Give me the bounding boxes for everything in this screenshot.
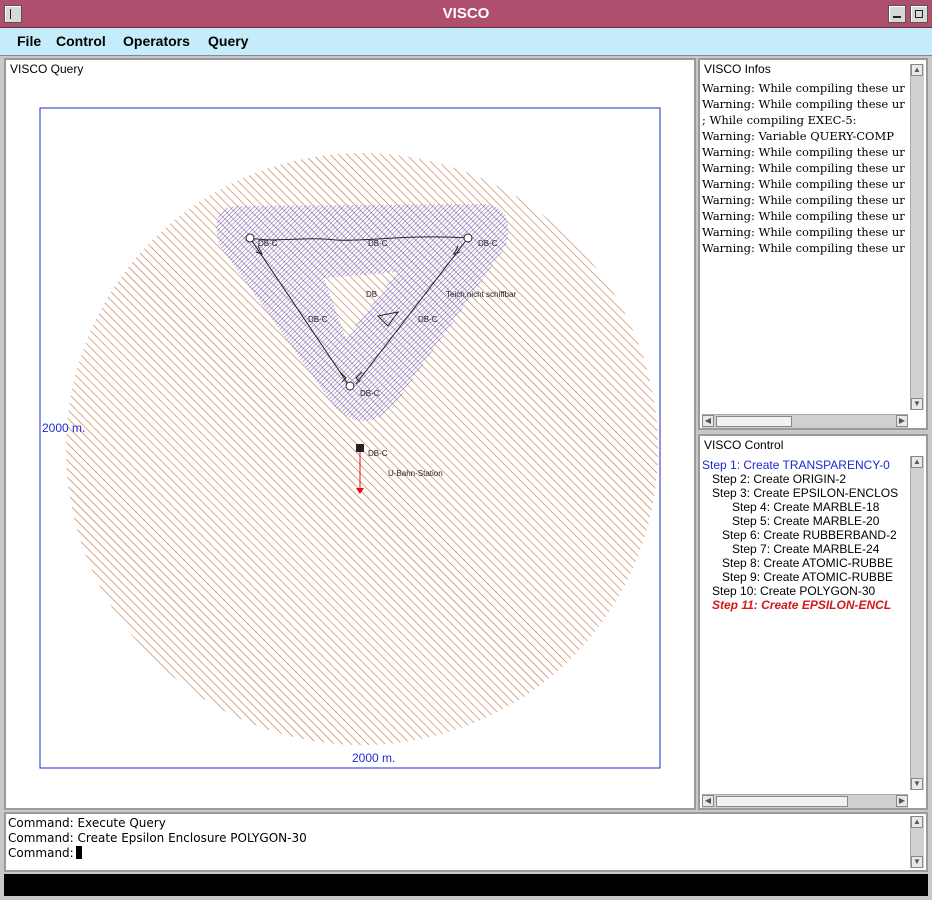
command-vertical-scrollbar[interactable]: ▲ ▼: [910, 816, 924, 868]
command-prompt-line[interactable]: Command:: [8, 846, 307, 861]
label-db-c-station: DB-C: [368, 449, 388, 458]
info-line: Warning: While compiling these ur: [702, 241, 905, 255]
query-frame: [39, 107, 661, 769]
scroll-down-arrow-icon[interactable]: ▼: [911, 778, 923, 790]
control-panel-title: VISCO Control: [704, 438, 784, 452]
menu-query[interactable]: Query: [208, 33, 249, 49]
rubberband-right: [355, 237, 469, 385]
window-menu-icon: [10, 9, 11, 19]
menu-operators[interactable]: Operators: [123, 33, 190, 49]
marble-bottom[interactable]: [345, 381, 355, 391]
control-panel: VISCO Control Step 1: Create TRANSPARENC…: [698, 434, 928, 810]
rubberband-top: [249, 236, 469, 241]
status-bar: [4, 874, 928, 896]
info-line: Warning: Variable QUERY-COMP: [702, 129, 894, 143]
scroll-right-arrow-icon[interactable]: ▶: [896, 795, 908, 807]
command-line: Command: Create Epsilon Enclosure POLYGO…: [8, 831, 307, 845]
maximize-icon: [915, 10, 923, 18]
label-pond: Teich,nicht schiffbar: [446, 290, 516, 299]
info-line: Warning: While compiling these ur: [702, 177, 905, 191]
direction-mark: [355, 371, 363, 383]
scroll-left-arrow-icon[interactable]: ◀: [702, 415, 714, 427]
scroll-right-arrow-icon[interactable]: ▶: [896, 415, 908, 427]
step-item-current[interactable]: Step 11: Create EPSILON-ENCL: [712, 598, 892, 612]
title-bar[interactable]: VISCO: [0, 0, 932, 28]
control-scroll-thumb[interactable]: [716, 796, 848, 807]
pond-marker: [376, 311, 400, 327]
info-line: Warning: While compiling these ur: [702, 81, 905, 95]
step-item[interactable]: Step 7: Create MARBLE-24: [732, 542, 880, 556]
step-item[interactable]: Step 9: Create ATOMIC-RUBBE: [722, 570, 893, 584]
polygon-enclosure: [216, 204, 509, 421]
label-db-c-top-left: DB-C: [258, 239, 278, 248]
scroll-up-arrow-icon[interactable]: ▲: [911, 64, 923, 76]
info-line: Warning: While compiling these ur: [702, 145, 905, 159]
info-line: Warning: While compiling these ur: [702, 209, 905, 223]
maximize-button[interactable]: [910, 5, 928, 23]
label-station: U-Bahn-Station: [388, 469, 443, 478]
step-item[interactable]: Step 3: Create EPSILON-ENCLOS: [712, 486, 899, 500]
command-prompt: Command:: [8, 846, 74, 860]
info-line: Warning: While compiling these ur: [702, 225, 905, 239]
query-panel: VISCO Query: [4, 58, 696, 810]
label-db-c-bottom: DB-C: [360, 389, 380, 398]
infos-panel-title: VISCO Infos: [704, 62, 771, 76]
minimize-button[interactable]: [888, 5, 906, 23]
step-item[interactable]: Step 6: Create RUBBERBAND-2: [722, 528, 897, 542]
step-item[interactable]: Step 5: Create MARBLE-20: [732, 514, 880, 528]
step-item[interactable]: Step 2: Create ORIGIN-2: [712, 472, 847, 486]
label-db-center: DB: [366, 290, 377, 299]
rubberband-left: [249, 237, 349, 385]
info-line: Warning: While compiling these ur: [702, 97, 905, 111]
direction-mark: [339, 371, 347, 383]
info-log: Warning: While compiling these ur Warnin…: [702, 80, 906, 256]
marble-top-right[interactable]: [463, 233, 473, 243]
station-marker[interactable]: [356, 444, 364, 452]
scroll-up-arrow-icon[interactable]: ▲: [911, 816, 923, 828]
scroll-down-arrow-icon[interactable]: ▼: [911, 856, 923, 868]
menu-bar: File Control Operators Query: [0, 28, 932, 56]
control-steps: Step 1: Create TRANSPARENCY-0 Step 2: Cr…: [702, 458, 904, 612]
step-item[interactable]: Step 8: Create ATOMIC-RUBBE: [722, 556, 893, 570]
control-horizontal-scrollbar[interactable]: ◀ ▶: [702, 794, 908, 808]
scroll-up-arrow-icon[interactable]: ▲: [911, 456, 923, 468]
window-title: VISCO: [442, 5, 490, 22]
step-item[interactable]: Step 4: Create MARBLE-18: [732, 500, 880, 514]
command-line: Command: Execute Query: [8, 816, 166, 830]
infos-scroll-thumb[interactable]: [716, 416, 792, 427]
scroll-left-arrow-icon[interactable]: ◀: [702, 795, 714, 807]
step-item[interactable]: Step 10: Create POLYGON-30: [712, 584, 876, 598]
infos-horizontal-scrollbar[interactable]: ◀ ▶: [702, 414, 908, 428]
station-arrow-head: [356, 488, 364, 494]
text-cursor: [75, 846, 82, 859]
marble-top-left[interactable]: [245, 233, 255, 243]
control-vertical-scrollbar[interactable]: ▲ ▼: [910, 456, 924, 790]
label-db-c-top-mid: DB-C: [368, 239, 388, 248]
command-log: Command: Execute Query Command: Create E…: [8, 816, 307, 861]
minimize-icon: [893, 16, 901, 18]
infos-panel: VISCO Infos Warning: While compiling the…: [698, 58, 928, 430]
command-panel[interactable]: Command: Execute Query Command: Create E…: [4, 812, 928, 872]
scale-label-left: 2000 m.: [42, 421, 85, 435]
scroll-down-arrow-icon[interactable]: ▼: [911, 398, 923, 410]
window-menu-button[interactable]: [4, 5, 22, 23]
info-line: Warning: While compiling these ur: [702, 161, 905, 175]
info-line: Warning: While compiling these ur: [702, 193, 905, 207]
direction-mark: [453, 245, 461, 255]
label-db-c-left: DB-C: [308, 315, 328, 324]
step-item[interactable]: Step 1: Create TRANSPARENCY-0: [702, 458, 890, 472]
menu-file[interactable]: File: [17, 33, 42, 49]
infos-vertical-scrollbar[interactable]: ▲ ▼: [910, 64, 924, 410]
label-db-c-right: DB-C: [418, 315, 438, 324]
scale-label-bottom: 2000 m.: [352, 751, 395, 765]
label-db-c-top-right: DB-C: [478, 239, 498, 248]
query-canvas[interactable]: DB-C DB-C DB-C DB Teich,nicht schiffbar …: [6, 60, 694, 808]
direction-mark: [255, 245, 263, 255]
menu-control[interactable]: Control: [56, 33, 106, 49]
query-panel-title: VISCO Query: [10, 62, 84, 76]
info-line: ; While compiling EXEC-5:: [702, 113, 857, 127]
